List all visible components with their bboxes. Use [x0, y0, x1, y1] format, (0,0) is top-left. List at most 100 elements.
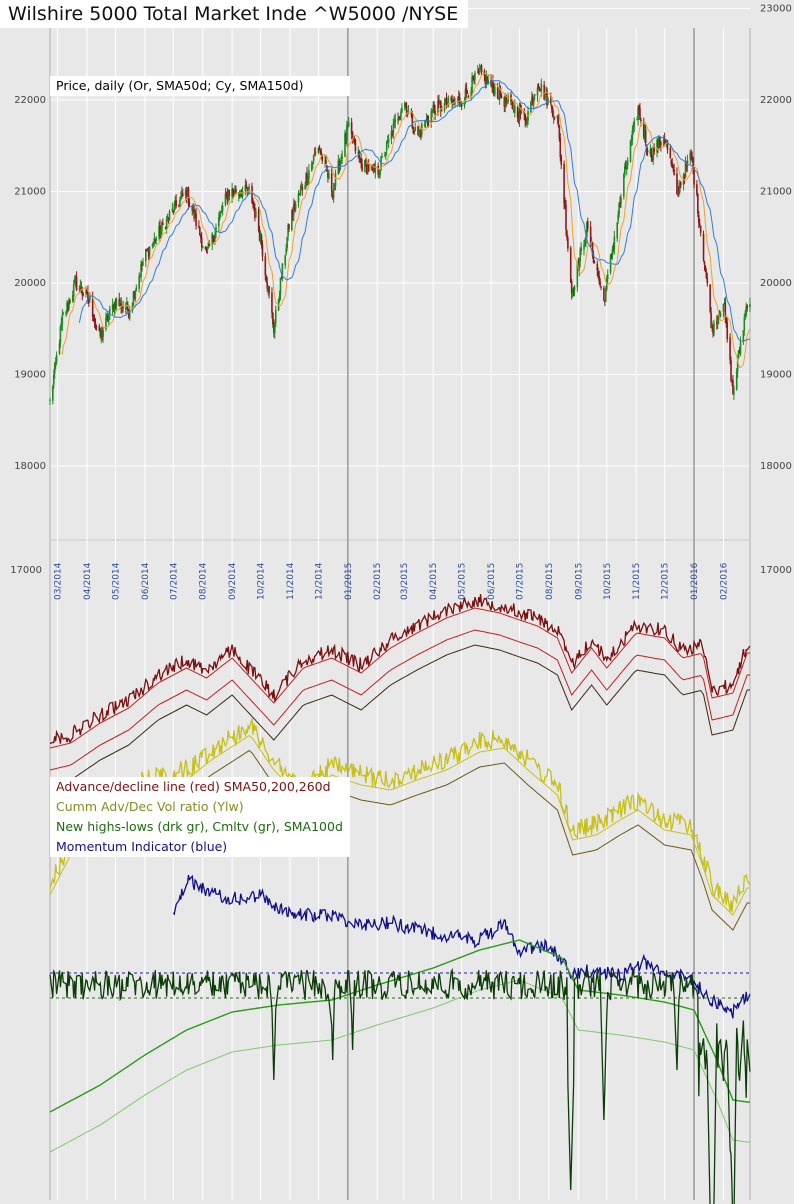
price-candle-body [610, 254, 613, 257]
price-candle-body [191, 205, 194, 211]
price-candle-body [55, 355, 58, 363]
price-candle-body [254, 207, 256, 218]
price-candle-body [131, 302, 134, 310]
price-candle-body [414, 127, 416, 131]
price-tick-label-right: 23000 [760, 4, 792, 15]
price-candle-body [699, 226, 702, 233]
price-candle-body [207, 242, 210, 249]
legend-ad-line: Advance/decline line (red) SMA50,200,260… [56, 779, 331, 794]
price-candle-body [174, 199, 177, 205]
price-candle-body [593, 262, 596, 264]
price-candle-body [193, 209, 195, 219]
price-candle-body [597, 271, 600, 278]
price-candle-body [366, 164, 368, 175]
price-candle-body [122, 306, 124, 308]
price-candle-body [233, 190, 235, 195]
price-tick-label-left: 19000 [14, 370, 46, 381]
price-candle-body [583, 244, 585, 250]
price-candle-body [433, 104, 435, 110]
date-tick-label: 02/2016 [719, 562, 729, 600]
price-candle-body [115, 299, 118, 307]
price-candle-body [199, 227, 201, 236]
price-candle-body [314, 151, 317, 153]
legend-momentum: Momentum Indicator (blue) [56, 839, 228, 854]
price-candle-body [73, 280, 76, 285]
price-candle-body [585, 236, 587, 245]
price-candle-body [305, 173, 307, 186]
price-candle-body [599, 281, 601, 286]
price-candle-body [241, 190, 244, 197]
price-candle-body [642, 122, 645, 138]
price-candle-body [299, 189, 302, 195]
price-candle-body [556, 115, 559, 119]
price-candle-body [646, 150, 649, 153]
price-candle-body [393, 121, 396, 126]
price-candle-body [566, 231, 568, 238]
chart-title: Wilshire 5000 Total Market Inde ^W5000 /… [0, 0, 469, 28]
price-candle-body [158, 226, 160, 237]
price-candle-body [69, 300, 71, 303]
price-candle-body [78, 288, 81, 290]
price-candle-body [459, 103, 462, 105]
price-candle-body [385, 141, 388, 151]
price-candle-body [100, 329, 103, 338]
price-candle-body [570, 281, 573, 294]
price-candle-body [225, 193, 228, 195]
price-candle-body [474, 72, 476, 80]
price-candle-body [334, 173, 337, 187]
price-candle-body [281, 263, 284, 280]
price-candle-body [268, 286, 270, 293]
date-tick-label: 08/2015 [545, 563, 555, 600]
price-candle-body [205, 249, 208, 251]
price-candle-body [411, 113, 414, 129]
price-candle-body [643, 130, 646, 138]
price-candle-body [630, 140, 633, 142]
price-candle-body [68, 300, 70, 309]
price-candle-body [378, 173, 380, 176]
price-candle-body [532, 97, 535, 104]
price-candle-body [172, 210, 175, 213]
price-candle-body [454, 102, 456, 104]
price-candle-body [678, 186, 680, 193]
price-candle-body [345, 133, 347, 139]
price-candle-body [666, 140, 669, 150]
price-candle-body [735, 371, 738, 390]
price-candle-body [723, 303, 726, 305]
price-candle-body [526, 121, 528, 124]
tick-label-17000-left: 17000 [10, 565, 42, 576]
price-candle-body [686, 160, 689, 167]
price-tick-label-left: 20000 [14, 278, 46, 289]
price-candle-body [154, 239, 157, 242]
price-candle-body [102, 330, 104, 337]
price-candle-body [704, 266, 707, 272]
price-candle-body [181, 192, 183, 197]
price-candle-body [227, 190, 230, 201]
price-candle-body [587, 221, 589, 229]
price-candle-body [164, 226, 167, 230]
price-candle-body [403, 102, 406, 107]
price-candle-body [730, 360, 732, 381]
price-candle-body [148, 247, 151, 256]
price-candle-body [245, 184, 248, 189]
price-candle-body [61, 314, 64, 325]
price-candle-body [146, 248, 149, 250]
price-candle-body [361, 163, 363, 171]
axis-labels: 18000 18000 19000 19000 20000 20000 21000 21000… [10, 4, 792, 601]
price-candle-body [430, 111, 433, 124]
price-candle-body [738, 350, 741, 353]
price-candle-body [425, 118, 428, 120]
price-candle-body [257, 209, 260, 232]
date-tick-label: 09/2014 [228, 562, 238, 600]
price-candle-body [606, 274, 609, 280]
price-candle-body [105, 317, 107, 330]
price-candle-body [319, 149, 322, 153]
price-candle-body [559, 138, 562, 158]
price-candle-body [564, 203, 566, 208]
price-candle-body [745, 306, 748, 316]
price-candle-body [684, 162, 687, 178]
tick-label-17000-right: 17000 [760, 565, 792, 576]
price-candle-body [267, 285, 269, 290]
price-candle-body [633, 120, 636, 127]
price-candle-body [178, 205, 180, 207]
price-candle-body [605, 288, 607, 303]
